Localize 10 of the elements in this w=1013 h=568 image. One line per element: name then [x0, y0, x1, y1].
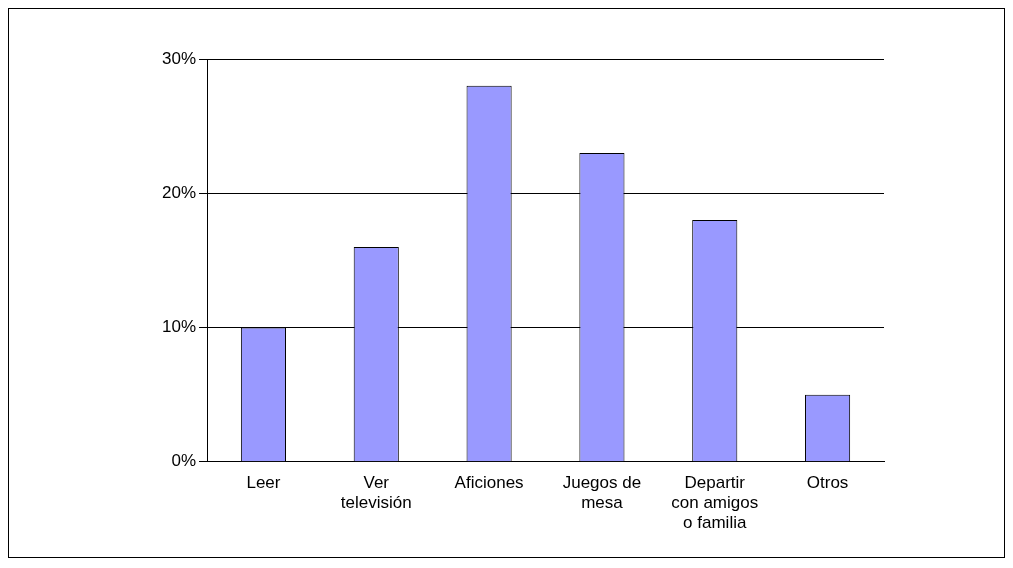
y-tick-label: 20% [161, 182, 197, 202]
y-tick-label: 0% [171, 451, 197, 471]
x-tick-label: Departir con amigos o familia [671, 472, 759, 533]
x-tick-label: Ver televisión [340, 472, 412, 513]
y-tick-label: 10% [161, 317, 197, 337]
y-tick-label: 30% [161, 48, 197, 68]
x-tick-label: Otros [806, 472, 849, 492]
x-tick-label: Aficiones [454, 472, 524, 492]
x-tick-label: Juegos de mesa [562, 472, 642, 513]
x-tick-label: Leer [246, 472, 281, 492]
